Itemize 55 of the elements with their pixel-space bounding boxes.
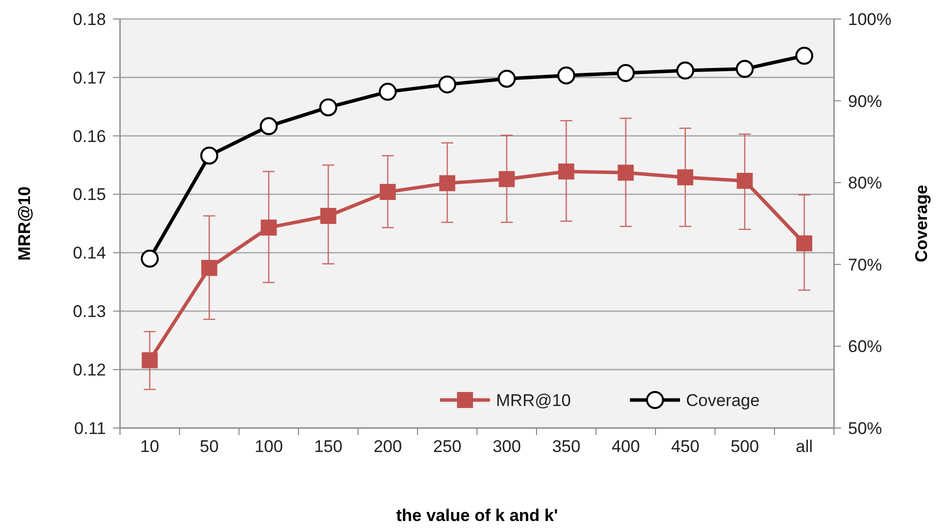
point bbox=[736, 172, 753, 189]
y-axis-title: MRR@10 bbox=[15, 186, 34, 261]
point bbox=[260, 220, 277, 236]
y-tick-label: 0.15 bbox=[72, 185, 106, 204]
x-tick-label: 50 bbox=[200, 437, 219, 456]
point bbox=[558, 164, 574, 180]
x-tick-label: 350 bbox=[552, 437, 580, 456]
x-tick-label: 250 bbox=[433, 437, 462, 456]
x-tick-label: 200 bbox=[374, 437, 402, 456]
point bbox=[676, 62, 694, 80]
point bbox=[140, 250, 159, 268]
y-tick-label: 0.17 bbox=[72, 68, 106, 88]
point bbox=[378, 82, 397, 101]
y2-axis-title: Coverage bbox=[912, 184, 931, 262]
point bbox=[795, 46, 814, 65]
x-tick-label: 150 bbox=[314, 437, 342, 456]
x-tick-label: all bbox=[796, 437, 813, 456]
point bbox=[319, 98, 338, 116]
y2-tick-label: 80% bbox=[848, 174, 882, 193]
y-tick-label: 0.11 bbox=[74, 418, 106, 438]
y2-tick-label: 70% bbox=[848, 255, 882, 274]
y-tick-label: 0.12 bbox=[72, 360, 106, 380]
point bbox=[439, 175, 456, 192]
point bbox=[260, 117, 278, 136]
point bbox=[796, 235, 812, 252]
y2-tick-label: 50% bbox=[848, 418, 882, 438]
point bbox=[142, 352, 158, 368]
point bbox=[380, 184, 396, 200]
x-tick-label: 10 bbox=[140, 437, 160, 456]
x-axis-title: the value of k and k' bbox=[396, 506, 558, 525]
point bbox=[200, 146, 218, 165]
point bbox=[616, 64, 635, 82]
legend-label: Coverage bbox=[686, 390, 760, 410]
y-tick-label: 0.14 bbox=[72, 244, 106, 263]
point bbox=[677, 169, 694, 186]
y-tick-label: 0.18 bbox=[72, 10, 106, 29]
y2-tick-label: 60% bbox=[848, 337, 882, 356]
y-tick-label: 0.13 bbox=[72, 302, 106, 322]
x-tick-label: 500 bbox=[730, 437, 759, 456]
point bbox=[618, 164, 634, 181]
legend-label: MRR@10 bbox=[496, 390, 571, 410]
point bbox=[498, 171, 515, 188]
point bbox=[201, 260, 218, 276]
x-tick-label: 100 bbox=[254, 437, 283, 456]
y2-tick-label: 90% bbox=[848, 92, 882, 111]
y2-tick-label: 100% bbox=[848, 10, 892, 29]
point bbox=[557, 66, 576, 84]
point bbox=[498, 70, 516, 88]
x-tick-label: 300 bbox=[492, 437, 521, 456]
point bbox=[320, 208, 336, 224]
point bbox=[438, 75, 456, 94]
point bbox=[736, 60, 754, 78]
y-tick-label: 0.16 bbox=[72, 126, 106, 146]
x-tick-label: 450 bbox=[671, 437, 700, 456]
x-tick-label: 400 bbox=[612, 437, 640, 456]
